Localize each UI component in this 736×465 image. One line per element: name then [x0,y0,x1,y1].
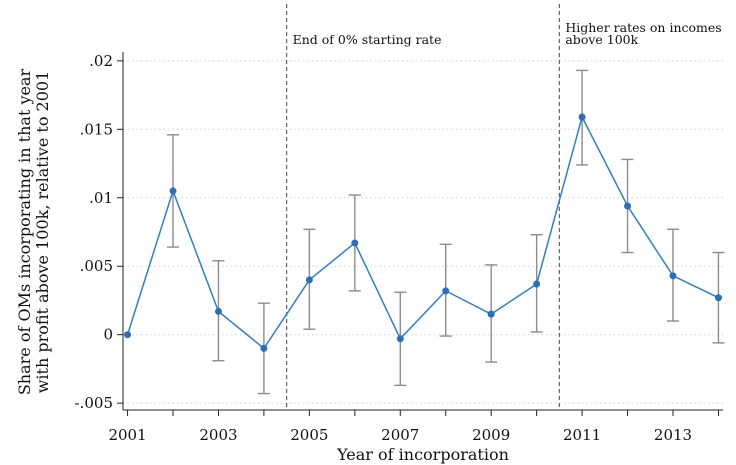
x-tick-label: 2013 [654,426,692,444]
data-point [260,344,268,352]
x-tick-label: 2005 [290,426,328,444]
reference-line-label: End of 0% starting rate [293,32,442,47]
data-point [487,310,495,318]
x-tick-label: 2003 [199,426,237,444]
reference-line-label: Higher rates on incomes above 100k [565,20,721,47]
x-tick-label: 2007 [381,426,419,444]
series-line [126,114,719,350]
x-axis-title: Year of incorporation [336,445,509,464]
data-point [396,335,404,343]
y-tick-label: .02 [89,52,113,70]
data-point [669,272,677,280]
y-axis-title: Share of OMs incorporating in that yearw… [15,68,52,395]
data-point [714,294,722,302]
y-tick-label: .005 [80,257,113,275]
y-tick-label: 0 [103,326,113,344]
reference-lines: End of 0% starting rate Higher rates on i… [286,4,722,410]
data-point [169,187,177,195]
data-point [624,202,632,210]
data-point [124,331,132,339]
y-tick-label: .01 [89,189,113,207]
gridlines [123,60,723,404]
confidence-intervals [167,69,725,395]
data-point [533,280,541,288]
data-point [351,239,359,247]
series-line-group [126,114,719,350]
data-point [442,287,450,295]
data-point [305,276,313,284]
data-point [578,113,586,121]
x-tick-label: 2011 [563,426,601,444]
axes: -.005 0 .005 .01 .015 .02 2001 2003 2005 2007 2009… [75,52,723,444]
data-point [214,307,222,315]
x-tick-label: 2009 [472,426,510,444]
x-tick-label: 2001 [108,426,146,444]
y-tick-label: -.005 [75,394,113,412]
data-points [124,113,722,352]
y-tick-label: .015 [80,120,113,138]
